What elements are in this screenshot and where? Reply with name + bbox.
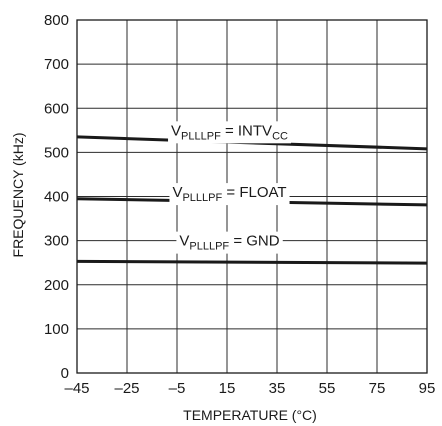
x-axis-label: TEMPERATURE (°C) [183,407,317,423]
y-tick-label: 600 [44,100,69,117]
svg-text:VPLLLPF = FLOAT: VPLLLPF = FLOAT [172,184,286,204]
x-tick-labels: –45 –25 –5 15 35 55 75 95 [64,380,435,397]
plot-frame [76,19,428,374]
y-tick-label: 200 [44,277,69,294]
y-axis-label: FREQUENCY (kHz) [10,133,26,258]
y-tick-label: 500 [44,144,69,161]
grid [77,20,427,373]
series-labels: VPLLLPF = INTVCC VPLLLPF = FLOAT VPLLLPF =… [168,121,292,254]
x-tick-label: 95 [419,380,436,397]
x-tick-label: 15 [219,380,236,397]
x-tick-label: –5 [169,380,186,397]
y-tick-labels: 0 100 200 300 400 500 600 700 800 [44,12,69,382]
series-label: VPLLLPF = GND [176,231,283,254]
x-tick-label: –45 [64,380,89,397]
svg-text:VPLLLPF = INTVCC: VPLLLPF = INTVCC [171,122,288,142]
y-tick-label: 0 [61,365,69,382]
y-tick-label: 800 [44,12,69,29]
x-tick-label: 55 [319,380,336,397]
x-tick-label: 35 [269,380,286,397]
svg-text:VPLLLPF = GND: VPLLLPF = GND [179,233,279,253]
y-tick-label: 100 [44,321,69,338]
y-tick-label: 300 [44,233,69,250]
x-tick-label: –25 [114,380,139,397]
series-label: VPLLLPF = FLOAT [169,183,290,206]
series-label: VPLLLPF = INTVCC [168,121,292,144]
series-line [76,259,428,265]
x-tick-label: 75 [369,380,386,397]
y-tick-label: 700 [44,56,69,73]
y-tick-label: 400 [44,189,69,206]
